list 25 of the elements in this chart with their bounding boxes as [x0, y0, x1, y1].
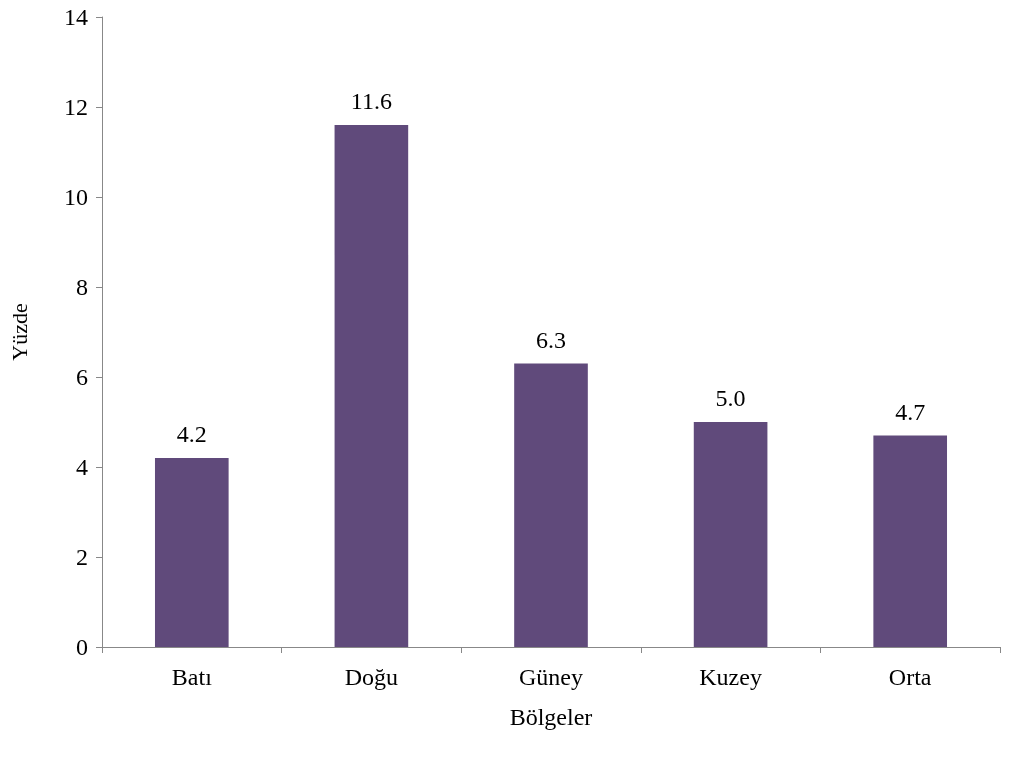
- bar: [873, 435, 948, 647]
- y-axis-title: Yüzde: [6, 303, 32, 361]
- x-tick-label: Orta: [888, 664, 932, 690]
- y-tick-label: 0: [76, 634, 88, 660]
- y-tick-label: 6: [76, 364, 88, 390]
- bar: [514, 363, 588, 647]
- y-tick-label: 2: [76, 544, 88, 570]
- x-axis-title: Bölgeler: [509, 704, 593, 730]
- y-tick-label: 10: [64, 184, 88, 210]
- data-label: 6.3: [536, 326, 566, 353]
- y-tick-label: 14: [64, 4, 88, 30]
- x-tick-label: Doğu: [344, 664, 399, 690]
- y-tick-label: 4: [76, 454, 88, 480]
- bar: [154, 458, 229, 647]
- data-label: 4.7: [895, 398, 926, 425]
- x-tick-label: Kuzey: [699, 664, 762, 690]
- data-label: 11.6: [350, 88, 392, 114]
- bar: [334, 125, 409, 647]
- x-tick-label: Güney: [519, 664, 583, 690]
- bar: [693, 422, 768, 647]
- y-tick-label: 12: [64, 94, 88, 120]
- x-tick-label: Batı: [171, 664, 213, 690]
- data-label: 4.2: [176, 421, 207, 447]
- data-label: 5.0: [715, 385, 746, 411]
- y-tick-label: 8: [76, 274, 88, 300]
